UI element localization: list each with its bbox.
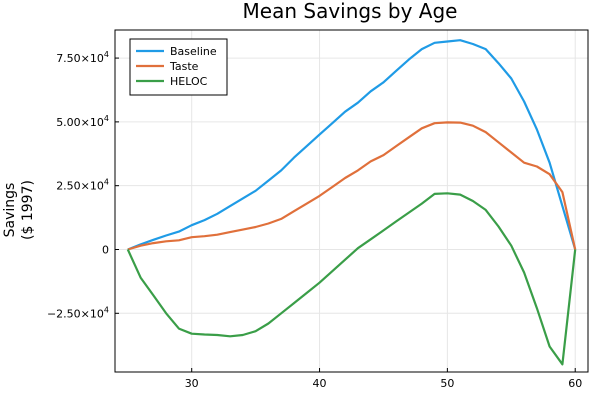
plot-frame xyxy=(114,29,589,373)
series-line-heloc xyxy=(126,192,577,366)
x-tick-label: 30 xyxy=(185,377,199,390)
y-tick-label: −2.50×104 xyxy=(47,305,109,320)
legend-label-baseline: Baseline xyxy=(170,45,217,58)
y-axis-label: Savings ($ 1997) xyxy=(2,180,36,240)
y-tick-label: 2.50×104 xyxy=(56,178,109,193)
x-axis-ticks: 30 40 50 60 xyxy=(185,368,582,390)
chart-title: Mean Savings by Age xyxy=(243,0,458,23)
y-tick-label: 5.00×104 xyxy=(56,114,109,129)
y-axis-label-line-1: Savings xyxy=(2,183,18,238)
legend-label-heloc: HELOC xyxy=(170,75,208,88)
series-lines xyxy=(126,39,577,366)
series-line-baseline xyxy=(127,39,577,251)
series-line-taste xyxy=(127,121,577,251)
y-axis-ticks: −2.50×104 0 2.50×104 5.00×104 7.50×104 xyxy=(47,50,119,320)
grid xyxy=(115,30,588,372)
x-tick-label: 40 xyxy=(313,377,327,390)
x-tick-label: 50 xyxy=(440,377,454,390)
legend-label-taste: Taste xyxy=(169,60,199,73)
x-tick-label: 60 xyxy=(568,377,582,390)
y-tick-label: 7.50×104 xyxy=(56,50,109,65)
y-axis-label-line-2: ($ 1997) xyxy=(20,180,36,240)
legend: Baseline Taste HELOC xyxy=(129,38,228,96)
y-tick-label: 0 xyxy=(102,243,109,256)
